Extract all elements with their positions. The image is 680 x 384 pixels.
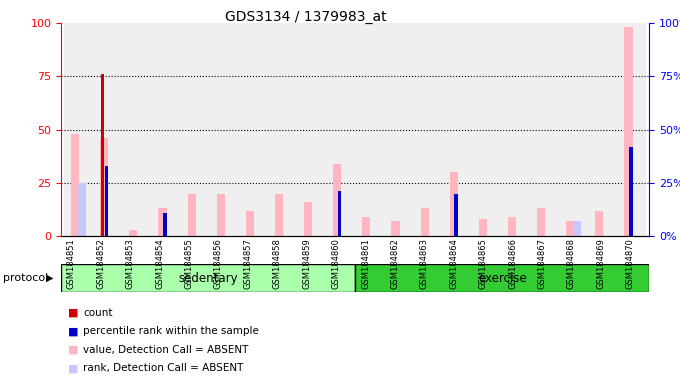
Bar xyxy=(537,209,545,236)
Bar xyxy=(188,194,196,236)
Bar xyxy=(362,217,371,236)
Bar xyxy=(217,194,225,236)
Text: GSM184855: GSM184855 xyxy=(184,238,194,289)
Bar xyxy=(355,264,649,292)
Text: ■: ■ xyxy=(68,308,78,318)
Bar xyxy=(326,23,355,236)
Bar xyxy=(275,194,283,236)
Bar xyxy=(158,209,167,236)
Bar xyxy=(333,164,341,236)
Text: rank, Detection Call = ABSENT: rank, Detection Call = ABSENT xyxy=(83,363,243,373)
Bar xyxy=(454,194,458,236)
Text: GSM184853: GSM184853 xyxy=(126,238,135,289)
Bar xyxy=(71,134,80,236)
Text: GSM184859: GSM184859 xyxy=(302,238,311,289)
Text: GSM184852: GSM184852 xyxy=(97,238,105,289)
Bar xyxy=(129,230,137,236)
Text: GSM184851: GSM184851 xyxy=(67,238,76,289)
Bar xyxy=(573,221,581,236)
Text: ■: ■ xyxy=(68,326,78,336)
Bar xyxy=(245,210,254,236)
Bar xyxy=(355,23,384,236)
Bar xyxy=(100,138,108,236)
Text: GSM184866: GSM184866 xyxy=(508,238,517,289)
Text: GSM184858: GSM184858 xyxy=(273,238,282,289)
Bar xyxy=(559,23,588,236)
Bar xyxy=(479,219,487,236)
Bar xyxy=(588,23,617,236)
Text: GSM184864: GSM184864 xyxy=(449,238,458,289)
Bar xyxy=(209,23,239,236)
Bar xyxy=(338,191,341,236)
Bar xyxy=(530,23,559,236)
Bar xyxy=(392,221,400,236)
Bar xyxy=(152,23,181,236)
Text: GSM184867: GSM184867 xyxy=(537,238,547,289)
Bar xyxy=(384,23,413,236)
Text: exercise: exercise xyxy=(478,271,527,285)
Bar xyxy=(105,166,108,236)
Text: ■: ■ xyxy=(68,345,78,355)
Bar xyxy=(304,202,312,236)
Text: value, Detection Call = ABSENT: value, Detection Call = ABSENT xyxy=(83,345,248,355)
Bar xyxy=(181,23,209,236)
Text: GSM184863: GSM184863 xyxy=(420,238,429,289)
Bar xyxy=(93,23,122,236)
Text: GSM184862: GSM184862 xyxy=(390,238,399,289)
Bar xyxy=(624,27,632,236)
Bar xyxy=(163,213,167,236)
Bar xyxy=(629,147,632,236)
Bar xyxy=(413,23,443,236)
Bar xyxy=(239,23,268,236)
Bar xyxy=(566,221,575,236)
Bar xyxy=(617,23,647,236)
Text: GSM184856: GSM184856 xyxy=(214,238,223,289)
Bar xyxy=(420,209,428,236)
Bar xyxy=(508,217,516,236)
Text: ■: ■ xyxy=(68,363,78,373)
Bar xyxy=(268,23,297,236)
Text: GSM184868: GSM184868 xyxy=(567,238,576,289)
Text: count: count xyxy=(83,308,112,318)
Text: protocol: protocol xyxy=(3,273,49,283)
Bar xyxy=(122,23,152,236)
Text: GSM184869: GSM184869 xyxy=(596,238,605,289)
Text: GSM184870: GSM184870 xyxy=(626,238,634,289)
Bar xyxy=(78,183,86,236)
Bar xyxy=(64,23,93,236)
Bar xyxy=(501,23,530,236)
Text: GSM184865: GSM184865 xyxy=(479,238,488,289)
Text: ▶: ▶ xyxy=(46,273,54,283)
Text: sedentary: sedentary xyxy=(178,271,238,285)
Bar xyxy=(61,264,355,292)
Text: GSM184854: GSM184854 xyxy=(155,238,164,289)
Text: GSM184861: GSM184861 xyxy=(361,238,370,289)
Bar xyxy=(472,23,501,236)
Text: GSM184860: GSM184860 xyxy=(332,238,341,289)
Bar xyxy=(595,210,603,236)
Text: percentile rank within the sample: percentile rank within the sample xyxy=(83,326,259,336)
Text: GDS3134 / 1379983_at: GDS3134 / 1379983_at xyxy=(225,10,387,23)
Bar xyxy=(101,74,104,236)
Bar xyxy=(449,172,458,236)
Bar xyxy=(443,23,472,236)
Bar xyxy=(297,23,326,236)
Text: GSM184857: GSM184857 xyxy=(243,238,252,289)
